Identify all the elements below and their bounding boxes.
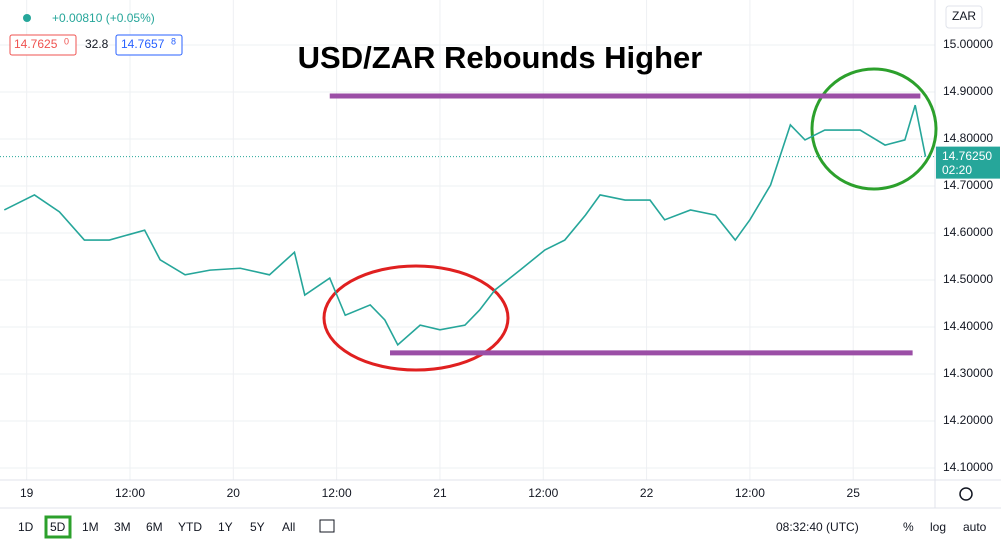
y-tick-label: 14.50000 [943, 272, 993, 286]
log-toggle[interactable]: log [930, 520, 946, 534]
range-button[interactable]: 6M [146, 520, 163, 534]
percent-toggle[interactable]: % [903, 520, 914, 534]
range-button[interactable]: 5Y [250, 520, 265, 534]
y-tick-label: 14.60000 [943, 225, 993, 239]
y-tick-label: 14.80000 [943, 131, 993, 145]
bid-box [9, 34, 77, 56]
settings-icon[interactable] [959, 487, 973, 501]
auto-toggle[interactable]: auto [963, 520, 987, 534]
range-button[interactable]: All [282, 520, 295, 534]
y-tick-label: 14.10000 [943, 460, 993, 474]
currency-box[interactable] [945, 5, 983, 29]
currency[interactable]: ZAR [952, 9, 976, 23]
range-button[interactable]: 3M [114, 520, 131, 534]
range-button[interactable]: YTD [178, 520, 202, 534]
spread: 32.8 [85, 37, 109, 51]
chart-title: USD/ZAR Rebounds Higher [298, 40, 703, 75]
x-tick-label: 12:00 [735, 486, 765, 500]
y-tick-label: 14.70000 [943, 178, 993, 192]
range-button[interactable]: 5D [50, 520, 66, 534]
x-tick-label: 12:00 [528, 486, 558, 500]
x-tick-label: 12:00 [115, 486, 145, 500]
status-dot [23, 14, 31, 22]
x-tick-label: 12:00 [322, 486, 352, 500]
x-tick-label: 22 [640, 486, 654, 500]
last-price-tag [936, 146, 1000, 179]
toolbar: 08:32:40 (UTC) % log auto 1D 5D 1M 3M 6M YTD 1… [18, 515, 987, 539]
y-tick-label: 14.90000 [943, 84, 993, 98]
x-tick-label: 20 [227, 486, 241, 500]
last-price-label: 14.76250 [942, 149, 992, 163]
x-tick-label: 25 [847, 486, 861, 500]
clock: 08:32:40 (UTC) [776, 520, 859, 534]
range-button[interactable]: 1Y [218, 520, 233, 534]
x-tick-label: 19 [20, 486, 34, 500]
y-tick-label: 14.30000 [943, 366, 993, 380]
bid: 14.7625 [14, 37, 58, 51]
bid-small: 0 [64, 36, 69, 46]
x-tick-label: 21 [433, 486, 447, 500]
support-highlight [322, 264, 510, 372]
y-tick-label: 14.40000 [943, 319, 993, 333]
ask-box [115, 34, 183, 56]
price-line [3, 104, 927, 347]
y-tick-label: 14.20000 [943, 413, 993, 427]
range-button[interactable]: 1D [18, 520, 34, 534]
range-button[interactable]: 1M [82, 520, 99, 534]
y-tick-label: 15.00000 [943, 37, 993, 51]
date-range-icon[interactable] [319, 519, 335, 533]
change: +0.00810 (+0.05%) [52, 11, 155, 25]
ask: 14.7657 [121, 37, 165, 51]
countdown: 02:20 [942, 163, 972, 177]
range-selected [44, 515, 72, 539]
resistance-highlight [810, 67, 938, 191]
ask-small: 8 [171, 36, 176, 46]
